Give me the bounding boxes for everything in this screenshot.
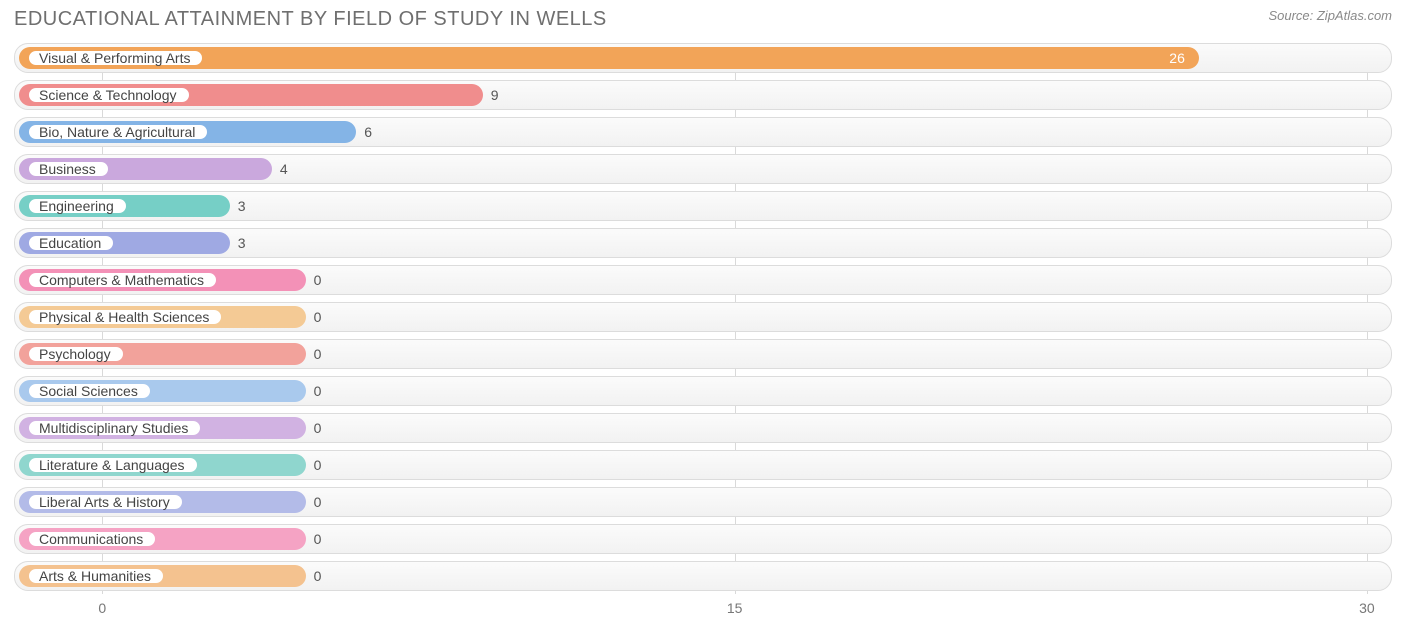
bar-label-pill: Visual & Performing Arts [27,49,204,67]
bar-value-label: 4 [280,155,288,183]
chart-title: EDUCATIONAL ATTAINMENT BY FIELD OF STUDY… [14,8,607,31]
chart-row: Liberal Arts & History 0 [14,487,1392,517]
chart-row: Physical & Health Sciences 0 [14,302,1392,332]
bar-label-pill: Business [27,160,110,178]
x-axis-tick: 15 [727,600,743,616]
chart-row: Computers & Mathematics 0 [14,265,1392,295]
bar-value-label: 0 [314,562,322,590]
bar-value-label: 0 [314,488,322,516]
bar-label-pill: Bio, Nature & Agricultural [27,123,209,141]
chart-row: Science & Technology 9 [14,80,1392,110]
bar-value-label: 0 [314,266,322,294]
bar-label-pill: Physical & Health Sciences [27,308,223,326]
chart-row: Engineering 3 [14,191,1392,221]
source-attribution: Source: ZipAtlas.com [1268,8,1392,23]
bar-label-pill: Science & Technology [27,86,191,104]
bar-label-pill: Social Sciences [27,382,152,400]
x-axis-tick: 0 [98,600,106,616]
chart-row: Visual & Performing Arts 26 [14,43,1392,73]
chart-row: Communications 0 [14,524,1392,554]
bar-label-pill: Communications [27,530,157,548]
bar-label-pill: Computers & Mathematics [27,271,218,289]
chart-row: Business 4 [14,154,1392,184]
bar-value-label: 0 [314,340,322,368]
bar-value-label: 26 [1169,44,1185,72]
chart-row: Psychology 0 [14,339,1392,369]
bar-value-label: 6 [364,118,372,146]
bars-container: Visual & Performing Arts 26 Science & Tech… [14,43,1392,591]
bar-label-pill: Multidisciplinary Studies [27,419,202,437]
chart-row: Bio, Nature & Agricultural 6 [14,117,1392,147]
x-axis-tick: 30 [1359,600,1375,616]
bar-label-pill: Liberal Arts & History [27,493,184,511]
chart-row: Education 3 [14,228,1392,258]
x-axis: 0 15 30 [14,598,1392,620]
bar-value-label: 0 [314,414,322,442]
bar-value-label: 0 [314,525,322,553]
bar-label-pill: Literature & Languages [27,456,199,474]
bar-label-pill: Education [27,234,115,252]
bar-value-label: 0 [314,377,322,405]
bar-value-label: 0 [314,303,322,331]
chart-row: Literature & Languages 0 [14,450,1392,480]
chart-row: Arts & Humanities 0 [14,561,1392,591]
bar-value-label: 3 [238,192,246,220]
chart-row: Multidisciplinary Studies 0 [14,413,1392,443]
bar-label-pill: Engineering [27,197,128,215]
bar-label-pill: Arts & Humanities [27,567,165,585]
chart-area: Visual & Performing Arts 26 Science & Tech… [14,43,1392,620]
bar-value-label: 9 [491,81,499,109]
chart-row: Social Sciences 0 [14,376,1392,406]
bar-label-pill: Psychology [27,345,125,363]
bar-value-label: 3 [238,229,246,257]
bar-value-label: 0 [314,451,322,479]
